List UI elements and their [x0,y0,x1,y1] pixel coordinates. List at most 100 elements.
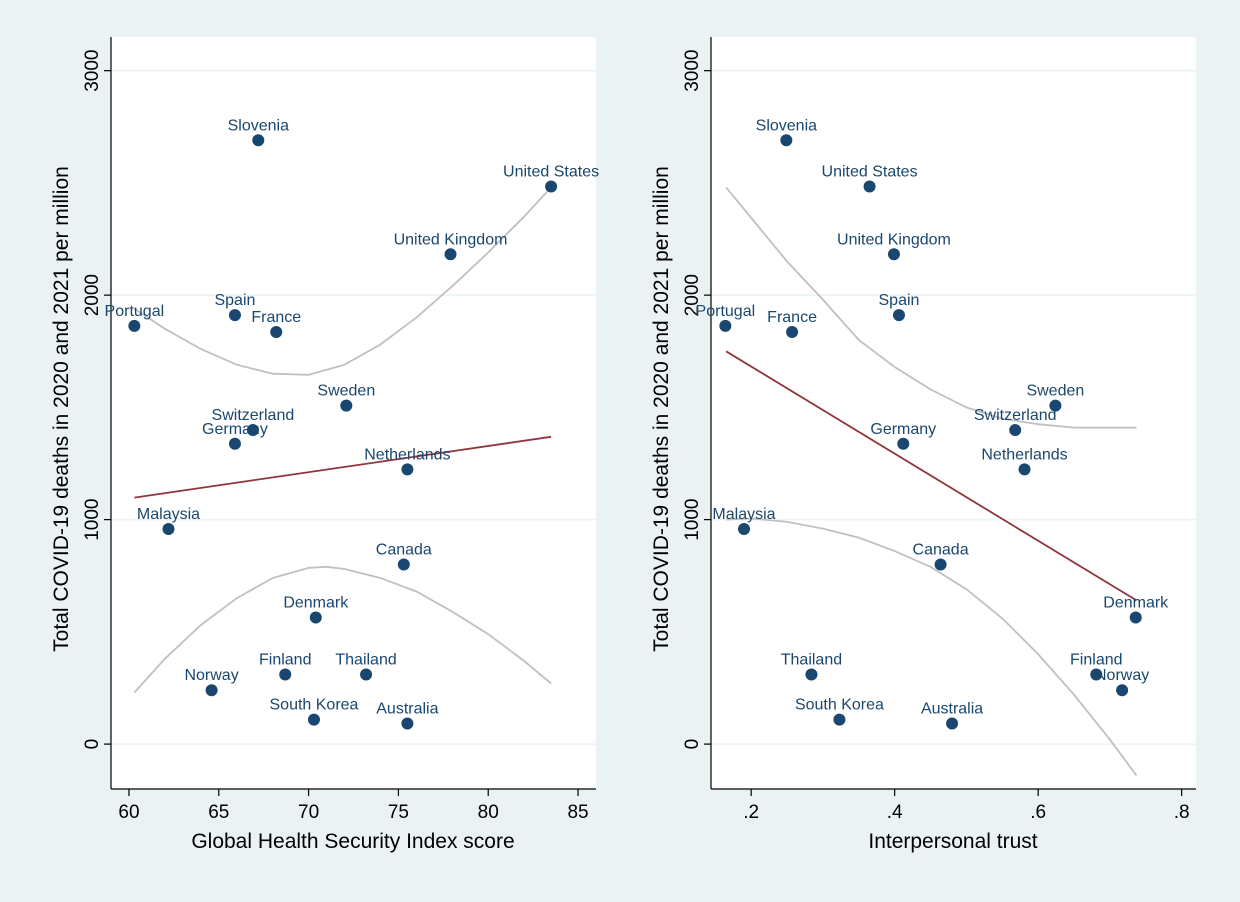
y-tick-label: 3000 [682,50,703,92]
point-label: South Korea [270,697,359,714]
point-label: Slovenia [228,117,289,134]
plot-region [111,37,596,789]
point-label: Finland [1070,652,1122,669]
point-label: Thailand [335,652,396,669]
point-label: Portugal [105,303,165,320]
ci-lower-line [726,517,1138,777]
x-tick-label: 65 [208,802,229,823]
point-label: Netherlands [981,446,1067,463]
x-tick-label: 75 [388,802,409,823]
y-tick-label: 1000 [82,498,103,540]
data-point [228,437,241,450]
data-point [545,180,558,193]
point-label: Norway [1095,667,1149,684]
data-point [252,134,265,147]
data-point [833,713,846,726]
data-point [246,424,259,437]
data-point [1018,463,1031,476]
ci-lower-line [133,565,552,694]
panel-ghs-index: 0 1000 2000 3000 60 65 70 75 80 85 Global Health S… [50,37,599,853]
point-label: Sweden [1026,383,1084,400]
point-label: Denmark [1103,594,1169,611]
fit-line [134,435,552,499]
x-tick-label: .4 [887,802,903,823]
data-point [738,523,751,536]
data-point [934,558,947,571]
point-label: South Korea [795,697,884,714]
x-axis-label: Interpersonal trust [868,830,1037,853]
x-tick-label: 80 [478,802,499,823]
point-label: Canada [913,542,969,559]
y-tick-label: 2000 [682,274,703,316]
point-label: Australia [376,700,438,717]
data-point [401,717,414,730]
y-tick-label: 1000 [682,498,703,540]
data-point [946,717,959,730]
point-label: Malaysia [137,506,200,523]
point-label: Germany [870,421,936,438]
point-label: Finland [259,652,311,669]
point-label: Spain [214,292,255,309]
data-point [162,523,175,536]
data-point [719,319,732,332]
data-point [128,319,141,332]
point-label: United States [822,164,918,181]
y-tick-label: 3000 [82,50,103,92]
x-tick-label: 70 [298,802,319,823]
data-point [805,668,818,681]
x-tick-label: .2 [743,802,759,823]
point-label: Sweden [317,383,375,400]
point-label: Norway [184,667,238,684]
point-label: Switzerland [974,407,1057,424]
data-point [887,248,900,261]
point-label: Portugal [696,303,756,320]
data-point [1129,611,1142,624]
y-tick-label: 2000 [82,274,103,316]
ci-upper-line [725,186,1137,429]
point-label: Canada [376,542,432,559]
point-label: Australia [921,700,983,717]
plot-region [711,37,1196,789]
y-axis-label: Total COVID-19 deaths in 2020 and 2021 p… [650,166,673,652]
data-point [270,325,283,338]
x-tick-label: 60 [118,802,139,823]
data-point [444,248,457,261]
data-point [307,713,320,726]
point-label: United Kingdom [837,231,951,248]
ci-upper-line [133,186,552,376]
point-label: Germany [202,421,268,438]
data-point [786,325,799,338]
data-point [360,668,373,681]
x-tick-label: .6 [1030,802,1046,823]
y-tick-label: 0 [82,739,103,750]
data-point [1009,424,1022,437]
data-point [401,463,414,476]
data-point [309,611,322,624]
data-point [780,134,793,147]
point-label: Malaysia [712,506,775,523]
data-point [279,668,292,681]
x-tick-label: .8 [1174,802,1190,823]
x-tick-label: 85 [567,802,588,823]
data-point [1090,668,1103,681]
data-point [863,180,876,193]
data-point [228,309,241,322]
data-point [205,684,218,697]
point-label: Spain [879,292,920,309]
data-point [397,558,410,571]
point-label: Netherlands [364,446,450,463]
fit-line [725,350,1137,602]
point-label: France [767,309,817,326]
y-axis-label: Total COVID-19 deaths in 2020 and 2021 p… [50,166,73,652]
x-axis-label: Global Health Security Index score [191,830,514,853]
point-label: Denmark [283,594,349,611]
data-point [340,399,353,412]
data-point [892,309,905,322]
y-tick-label: 0 [682,739,703,750]
panel-interpersonal-trust: 0 1000 2000 3000 .2 .4 .6 .8 Interpersonal trust… [650,37,1196,853]
point-label: United States [503,164,599,181]
point-label: United Kingdom [394,231,508,248]
point-label: Switzerland [212,407,295,424]
point-label: Thailand [781,652,842,669]
